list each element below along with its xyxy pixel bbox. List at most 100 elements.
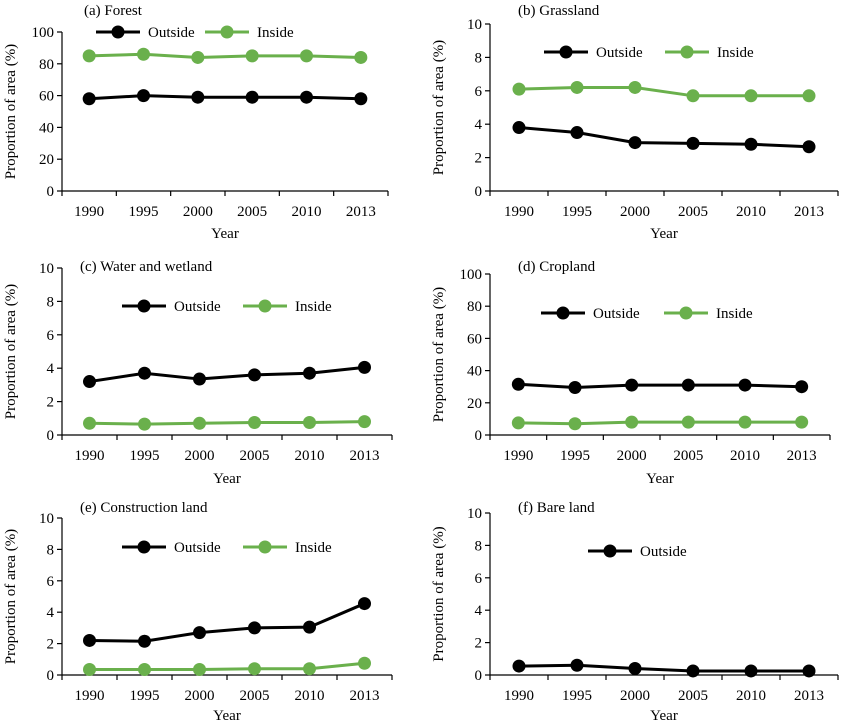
x-axis-title: Year [650,708,678,724]
legend-label: Inside [257,25,294,41]
series-outside [83,597,371,648]
x-tick-label: 1995 [130,448,160,464]
data-point-outside [511,377,525,391]
data-point-inside [300,49,313,63]
data-point-outside [802,664,816,678]
data-point-inside [511,416,525,430]
data-point-inside [248,415,261,429]
y-tick-label: 6 [475,571,483,587]
y-tick-label: 40 [39,120,54,136]
legend-item-outside: Outside [122,540,221,556]
data-point-outside [300,90,313,104]
legend-label: Outside [148,25,195,41]
x-tick-label: 1990 [74,204,104,220]
y-axis-title: Proportion of area (%) [431,526,447,661]
data-point-inside [628,80,642,94]
y-tick-label: 80 [39,57,54,73]
y-tick-label: 4 [47,361,55,377]
y-tick-label: 60 [39,89,54,105]
legend-item-outside: Outside [96,25,195,41]
data-point-inside [83,663,96,677]
data-point-inside [138,663,151,677]
y-tick-label: 10 [39,511,54,527]
data-point-outside [625,378,639,392]
data-point-inside [681,415,695,429]
data-point-inside [248,662,261,676]
x-tick-label: 1990 [504,204,534,220]
y-tick-label: 0 [475,668,483,684]
y-tick-label: 2 [475,151,483,167]
legend-label: Inside [716,306,753,322]
data-point-inside [303,662,316,676]
chart-title: (e) Construction land [80,500,208,516]
data-point-outside [83,375,96,389]
x-axis-title: Year [650,226,678,242]
data-point-outside [245,90,259,104]
series-outside [512,121,816,154]
data-point-outside [628,136,642,150]
legend-swatch-marker [603,544,617,558]
x-tick-label: 1990 [75,448,105,464]
y-tick-label: 6 [475,84,483,100]
series-outside [512,658,816,678]
series-line-outside [89,365,365,384]
chart-panel-2: 0 2 4 6 8 10 1990 1995 2000 2005 2010 2013 Year Propo… [431,3,839,242]
x-tick-label: 2000 [620,688,650,704]
x-tick-label: 2010 [295,688,325,704]
legend-item-inside: Inside [205,25,294,41]
series-line-inside [89,420,365,426]
series-inside [512,80,816,103]
chart-panel-1: 0 20 40 60 80 100 1990 1995 2000 2005 2010 2013 Year… [3,3,389,242]
data-point-outside [628,662,642,676]
legend-swatch-marker [556,306,570,320]
legend-item-outside: Outside [544,45,643,61]
x-tick-label: 2000 [185,688,215,704]
data-point-inside [738,415,752,429]
data-point-inside [795,415,809,429]
data-point-outside [358,360,371,374]
chart-panel-5: 0 2 4 6 8 10 1990 1995 2000 2005 2010 2013 Year Propo… [3,500,393,724]
x-axis-title: Year [646,471,674,487]
data-point-outside [744,664,758,678]
x-tick-label: 2000 [617,448,647,464]
y-tick-label: 10 [39,261,54,277]
x-tick-label: 2010 [736,204,766,220]
data-point-outside [802,140,816,154]
x-tick-label: 2000 [185,448,215,464]
y-axis-title: Proportion of area (%) [3,529,19,664]
legend-swatch-marker [220,25,234,39]
x-tick-label: 1990 [504,688,534,704]
x-tick-label: 2010 [292,204,322,220]
data-point-inside [82,49,96,63]
data-point-outside [744,137,758,151]
data-point-inside [625,415,639,429]
legend-item-inside: Inside [665,45,754,61]
y-tick-label: 40 [467,364,482,380]
y-tick-label: 2 [47,395,55,411]
y-tick-label: 0 [47,428,55,444]
legend-item-inside: Inside [243,299,332,315]
legend-label: Outside [174,299,221,315]
y-tick-label: 8 [475,538,483,554]
chart-title: (b) Grassland [518,3,600,19]
legend-label: Outside [174,540,221,556]
data-point-outside [138,634,151,648]
data-point-outside [512,121,526,135]
data-point-inside [137,47,150,61]
legend-swatch-marker [680,45,694,59]
x-tick-label: 1995 [562,204,592,220]
y-tick-label: 80 [467,299,482,315]
data-point-outside [193,372,206,386]
legend-swatch-marker [559,45,573,59]
legend-item-outside: Outside [122,299,221,315]
x-axis-title: Year [213,708,241,724]
data-point-inside [568,417,582,431]
y-axis-title: Proportion of area (%) [431,287,447,422]
series-outside [82,89,368,106]
y-tick-label: 2 [47,637,55,653]
data-point-outside [354,92,368,106]
x-axis-title: Year [213,471,241,487]
data-point-outside [82,92,96,106]
legend-swatch-marker [679,306,693,320]
data-point-outside [570,126,584,140]
